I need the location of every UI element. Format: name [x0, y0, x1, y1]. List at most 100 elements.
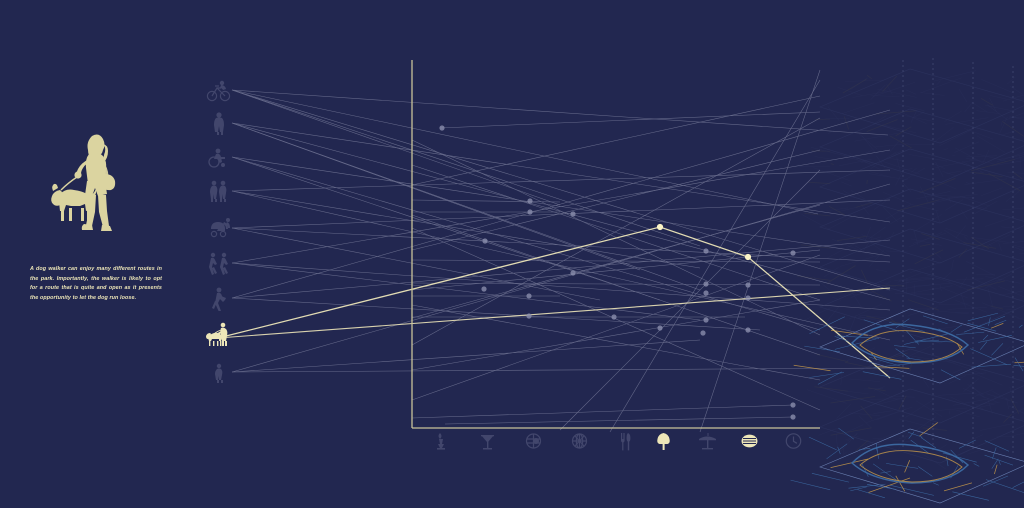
- scatter-point[interactable]: [482, 238, 488, 244]
- scatter-point-highlighted[interactable]: [656, 223, 664, 231]
- globe-dome-icon: [571, 433, 588, 449]
- map-highlight-route-outline: [859, 330, 963, 363]
- map-layer-outline: [819, 108, 1024, 184]
- scatter-point[interactable]: [745, 327, 751, 333]
- scatter-point[interactable]: [526, 293, 532, 299]
- amenity-icon-cocktail-bar[interactable]: [477, 430, 499, 452]
- persona-icon-child[interactable]: [206, 359, 232, 385]
- map-layer-roads: [814, 345, 1024, 421]
- persona-icon-two-joggers[interactable]: [206, 250, 232, 276]
- dog-walker-icon: [206, 322, 228, 346]
- fountain-icon: [437, 433, 445, 450]
- persona-icon-runner[interactable]: [206, 285, 232, 312]
- map-highlight-route: [850, 443, 970, 484]
- persona-caption: A dog walker can enjoy many different ro…: [30, 266, 162, 301]
- amenity-icon-bandstand[interactable]: [697, 430, 719, 452]
- amenity-icon-bench[interactable]: [739, 430, 761, 452]
- standing-person-icon: [214, 112, 224, 135]
- scatter-point[interactable]: [439, 125, 445, 131]
- runner-icon: [212, 287, 226, 312]
- amenity-icon-cutlery[interactable]: [615, 430, 637, 452]
- map-layer-0[interactable]: [815, 68, 1024, 146]
- scatter-point[interactable]: [790, 250, 796, 256]
- scatter-point[interactable]: [527, 198, 533, 204]
- amenity-icon-clock[interactable]: [783, 430, 805, 452]
- scatter-point[interactable]: [703, 317, 709, 323]
- map-layer-roads: [815, 70, 1024, 146]
- joggers-icon: [209, 252, 228, 275]
- scatter-point[interactable]: [611, 314, 617, 320]
- scatter-point[interactable]: [703, 281, 709, 287]
- dog-walker-figure-icon: [51, 134, 116, 231]
- amenity-icon-globe-dome[interactable]: [569, 430, 591, 452]
- cocktail-glass-icon: [481, 435, 494, 450]
- map-layer-roads: [806, 389, 1024, 470]
- map-layer-6[interactable]: [793, 308, 1024, 385]
- scatter-point[interactable]: [527, 209, 533, 215]
- map-layer-roads: [797, 269, 1024, 344]
- scatter-point[interactable]: [657, 325, 663, 331]
- map-layer-5[interactable]: [797, 268, 1024, 344]
- scatter-point[interactable]: [700, 330, 706, 336]
- map-layer-2[interactable]: [801, 148, 1024, 224]
- map-layer-roads: [798, 104, 1024, 180]
- child-icon: [215, 363, 223, 383]
- persona-icon-cyclist[interactable]: [206, 77, 232, 103]
- scatter-point[interactable]: [790, 414, 796, 420]
- scatter-point[interactable]: [790, 402, 796, 408]
- couple-walking-icon: [210, 180, 227, 202]
- plot-axes: [411, 60, 820, 429]
- map-layer-outline: [819, 348, 1024, 424]
- map-layer-7[interactable]: [814, 345, 1024, 424]
- map-layer-outline: [819, 308, 1024, 384]
- map-highlight-route-outline: [859, 450, 963, 483]
- scatter-point[interactable]: [526, 313, 532, 319]
- map-layer-1[interactable]: [798, 104, 1024, 184]
- amenity-icon-tree[interactable]: [653, 430, 675, 452]
- persona-icon-standing-person[interactable]: [206, 110, 232, 136]
- scatter-point[interactable]: [745, 295, 751, 301]
- map-layer-outline: [819, 188, 1024, 264]
- scatter-point[interactable]: [570, 211, 576, 217]
- bandstand-icon: [699, 433, 716, 450]
- scatter-point-highlighted[interactable]: [744, 253, 752, 261]
- persona-info-panel: A dog walker can enjoy many different ro…: [30, 128, 162, 303]
- persona-icon-parent-with-stroller[interactable]: [206, 215, 232, 241]
- scatter-point[interactable]: [570, 270, 576, 276]
- amenity-icon-fountain[interactable]: [431, 430, 453, 452]
- dog-walker-highlight-route: [217, 226, 891, 379]
- amenity-icon-sports-field[interactable]: [523, 430, 545, 452]
- persona-icon-wheelchair-user[interactable]: [206, 144, 232, 170]
- map-layer-roads: [801, 152, 1024, 224]
- cyclist-icon: [206, 80, 231, 102]
- map-layer-4[interactable]: [800, 225, 1024, 307]
- map-layer-roads: [790, 422, 1024, 501]
- scatter-point[interactable]: [745, 282, 751, 288]
- tree-icon: [657, 433, 670, 450]
- map-layer-roads: [801, 186, 1024, 265]
- map-highlight-route: [850, 323, 970, 364]
- map-layer-roads: [800, 225, 1024, 307]
- clock-icon: [785, 433, 802, 449]
- map-layer-outline: [819, 228, 1024, 304]
- cutlery-icon: [621, 433, 631, 451]
- stroller-icon: [210, 218, 230, 238]
- scatter-point[interactable]: [703, 290, 709, 296]
- sports-field-icon: [525, 433, 542, 449]
- scatter-point[interactable]: [481, 286, 487, 292]
- scatter-point[interactable]: [703, 248, 709, 254]
- bench-icon: [741, 434, 758, 448]
- persona-icon-dog-walker[interactable]: [206, 321, 232, 347]
- map-layer-9[interactable]: [790, 422, 1024, 504]
- wheelchair-user-icon: [208, 148, 225, 168]
- map-layer-outline: [819, 148, 1024, 224]
- persona-icon-couple-walking[interactable]: [206, 178, 232, 204]
- map-layer-outline: [819, 68, 1024, 144]
- scatter-point-group: [439, 125, 796, 420]
- map-layer-outline: [819, 428, 1024, 504]
- map-layer-3[interactable]: [801, 186, 1024, 265]
